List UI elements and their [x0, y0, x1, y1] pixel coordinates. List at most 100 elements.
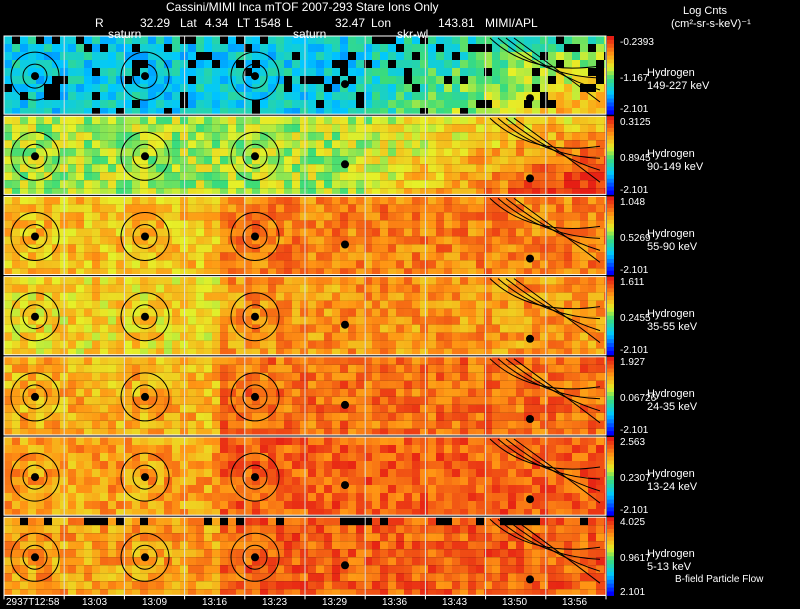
heatmap-cell: [268, 68, 276, 76]
heatmap-cell: [324, 60, 332, 68]
heatmap-cell: [516, 372, 524, 381]
heatmap-cell: [20, 533, 28, 542]
heatmap-cell: [476, 140, 484, 149]
heatmap-cell: [300, 276, 308, 285]
heatmap-cell: [284, 396, 292, 405]
heatmap-cell: [340, 453, 348, 461]
heatmap-cell: [276, 364, 284, 373]
heatmap-cell: [340, 428, 348, 435]
heatmap-cell: [332, 76, 340, 84]
field-direction-dot: [251, 392, 259, 401]
heatmap-cell: [572, 92, 580, 100]
heatmap-cell: [76, 172, 84, 181]
heatmap-cell: [396, 164, 404, 173]
heatmap-cell: [44, 60, 52, 68]
colorbar-segment: [607, 59, 614, 64]
heatmap-cell: [604, 284, 606, 293]
heatmap-cell: [604, 252, 606, 261]
heatmap-cell: [308, 380, 316, 389]
heatmap-cell: [164, 148, 172, 157]
heatmap-cell: [100, 92, 108, 100]
heatmap-cell: [308, 428, 316, 435]
heatmap-cell: [436, 453, 444, 461]
heatmap-cell: [492, 52, 500, 60]
heatmap-cell: [444, 180, 452, 189]
heatmap-cell: [524, 196, 532, 205]
field-direction-dot: [526, 495, 534, 504]
colorbar-segment: [607, 147, 614, 152]
heatmap-cell: [324, 412, 332, 421]
colorbar-segment: [607, 182, 614, 188]
heatmap-cell: [188, 453, 196, 461]
heatmap-cell: [468, 140, 476, 149]
heatmap-cell: [220, 340, 228, 349]
heatmap-cell: [348, 404, 356, 413]
heatmap-cell: [108, 324, 116, 333]
heatmap-cell: [548, 364, 556, 373]
heatmap-cell: [108, 404, 116, 413]
heatmap-cell: [236, 396, 244, 405]
colorbar-segment: [607, 346, 614, 352]
heatmap-cell: [236, 92, 244, 100]
heatmap-cell: [188, 420, 196, 429]
heatmap-cell: [540, 485, 548, 493]
heatmap-cell: [460, 340, 468, 349]
heatmap-cell: [212, 252, 220, 261]
heatmap-cell: [316, 420, 324, 429]
heatmap-cell: [4, 469, 12, 477]
heatmap-cell: [604, 156, 606, 165]
heatmap-cell: [52, 573, 60, 582]
heatmap-cell: [316, 493, 324, 501]
heatmap-cell: [508, 220, 516, 229]
heatmap-cell: [348, 140, 356, 149]
heatmap-cell: [524, 188, 532, 195]
heatmap-cell: [476, 132, 484, 141]
heatmap-cell: [564, 268, 572, 275]
heatmap-cell: [12, 380, 20, 389]
heatmap-cell: [52, 236, 60, 245]
heatmap-cell: [500, 204, 508, 213]
heatmap-cell: [84, 244, 92, 253]
heatmap-cell: [588, 469, 596, 477]
heatmap-cell: [284, 124, 292, 133]
heatmap-cell: [180, 164, 188, 173]
colorbar-segment: [607, 75, 614, 80]
field-direction-dot: [341, 160, 349, 169]
heatmap-cell: [268, 428, 276, 435]
heatmap-cell: [348, 332, 356, 341]
heatmap-cell: [564, 220, 572, 229]
heatmap-cell: [484, 276, 492, 285]
heatmap-cell: [380, 100, 388, 108]
heatmap-cell: [460, 437, 468, 445]
heatmap-cell: [188, 292, 196, 301]
heatmap-cell: [156, 292, 164, 301]
heatmap-cell: [356, 212, 364, 221]
heatmap-cell: [404, 292, 412, 301]
heatmap-cell: [172, 140, 180, 149]
heatmap-cell: [540, 268, 548, 275]
heatmap-cell: [500, 236, 508, 245]
heatmap-cell: [324, 284, 332, 293]
heatmap-cell: [164, 252, 172, 261]
heatmap-cell: [196, 108, 204, 115]
heatmap-cell: [228, 477, 236, 485]
heatmap-cell: [308, 52, 316, 60]
heatmap-cell: [28, 212, 36, 221]
heatmap-cell: [308, 100, 316, 108]
heatmap-cell: [220, 84, 228, 92]
heatmap-cell: [444, 268, 452, 275]
heatmap-cell: [68, 557, 76, 566]
heatmap-cell: [148, 100, 156, 108]
heatmap-cell: [532, 108, 540, 115]
heatmap-cell: [124, 485, 132, 493]
heatmap-cell: [124, 549, 132, 558]
heatmap-cell: [348, 316, 356, 325]
heatmap-cell: [516, 84, 524, 92]
heatmap-cell: [108, 589, 116, 596]
heatmap-cell: [284, 324, 292, 333]
heatmap-cell: [572, 244, 580, 253]
heatmap-cell: [140, 388, 148, 397]
heatmap-cell: [340, 108, 348, 115]
heatmap-cell: [548, 292, 556, 301]
heatmap-cell: [148, 412, 156, 421]
